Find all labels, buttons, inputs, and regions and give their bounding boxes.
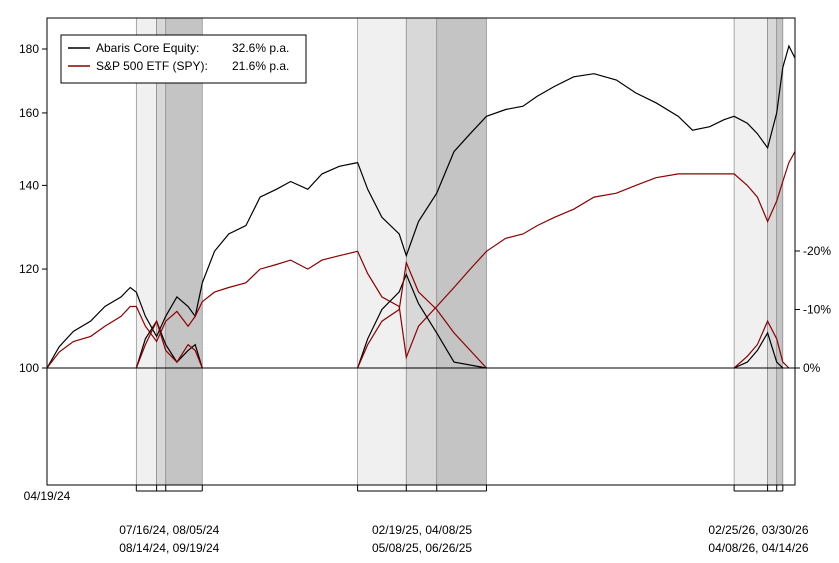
- y-left-tick-label: 100: [19, 361, 39, 375]
- period-label-top: 07/16/24, 08/05/24: [119, 523, 219, 537]
- drawdown-band-recovery: [405, 17, 438, 486]
- period-label-bottom: 08/14/24, 09/19/24: [119, 541, 219, 555]
- y-left-tick-label: 180: [19, 42, 39, 56]
- drawdown-band-decline: [135, 17, 157, 486]
- legend-box: [60, 34, 307, 84]
- period-label-top: 02/25/26, 03/30/26: [708, 523, 808, 537]
- legend-label: S&P 500 ETF (SPY):: [96, 59, 208, 73]
- x-start-label: 04/19/24: [24, 489, 71, 503]
- drawdown-band-recovery: [156, 17, 167, 486]
- period-label-bottom: 04/08/26, 04/14/26: [708, 541, 808, 555]
- chart-marks: [46, 44, 796, 369]
- legend-value: 32.6% p.a.: [232, 41, 289, 55]
- fund-line: [46, 44, 796, 369]
- drawdown-band-decline: [357, 17, 407, 486]
- y-right-tick-label: -10%: [803, 303, 831, 317]
- drawdown-band-recovered: [436, 17, 487, 486]
- drawdown-shading: [135, 17, 784, 486]
- y-left-tick-label: 160: [19, 106, 39, 120]
- y-right-tick-label: -20%: [803, 244, 831, 258]
- axes: 100 120 140 160 180 0% -10% -20% 04/19/24 07/16/2…: [19, 42, 831, 555]
- y-left-tick-label: 140: [19, 178, 39, 192]
- drawdown-band-recovered: [165, 17, 203, 486]
- legend: Abaris Core Equity: 32.6% p.a. S&P 500 ETF…: [60, 34, 307, 84]
- drawdown-band-decline: [733, 17, 768, 486]
- period-label-bottom: 05/08/25, 06/26/25: [372, 541, 472, 555]
- y-left-tick-label: 120: [19, 262, 39, 276]
- legend-value: 21.6% p.a.: [232, 59, 289, 73]
- period-label-top: 02/19/25, 04/08/25: [372, 523, 472, 537]
- fund-drawdown-line: [135, 272, 784, 369]
- y-right-tick-label: 0%: [803, 361, 821, 375]
- benchmark-drawdown-line: [135, 260, 790, 369]
- drawdown-band-recovery: [767, 17, 778, 486]
- legend-label: Abaris Core Equity:: [96, 41, 199, 55]
